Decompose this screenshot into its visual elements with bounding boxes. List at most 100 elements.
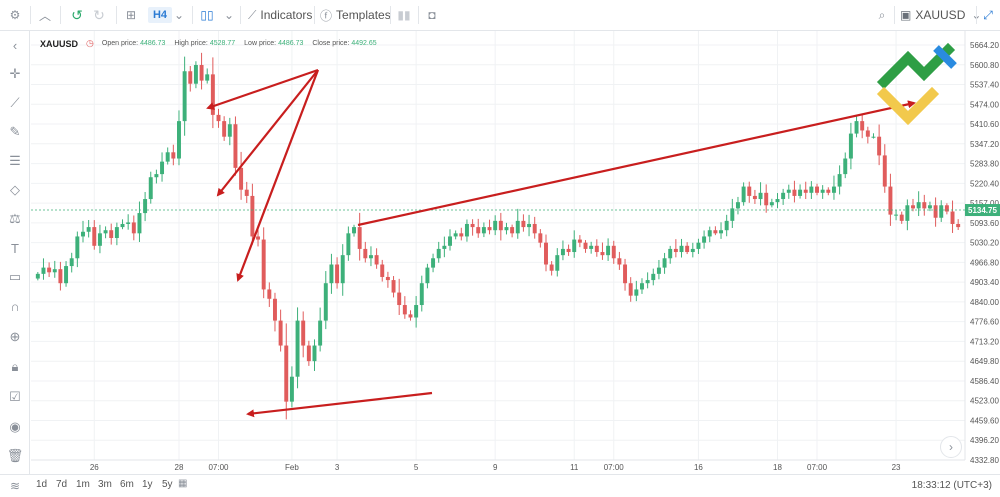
volume-icon[interactable]: ▮▮ [397,8,411,22]
time-tick-label: Feb [285,463,299,472]
lock-icon[interactable]: 🔒︎ [11,359,19,374]
candle [860,114,865,139]
time-tick-label: 23 [892,463,901,472]
candle [35,272,40,281]
candle [583,240,588,253]
candle-body [408,314,413,318]
candle-type-icon[interactable]: ▯▯ [200,8,214,22]
price-tick-label: 4840.00 [970,298,999,307]
candle-body [792,189,797,196]
candle-body [815,186,819,193]
candle [143,192,148,222]
candle [696,238,701,254]
candle [160,152,165,182]
candle [843,152,848,179]
chevron-up-icon[interactable]: ︿ [38,8,51,23]
range-1y[interactable]: 1y [142,479,153,490]
close-value: 4492.65 [351,40,377,47]
chevron-left-icon[interactable]: ‹ [12,37,18,53]
candle [244,181,249,203]
candle-body [177,121,181,159]
price-tick-label: 5030.20 [970,239,999,248]
candle-body [803,189,808,193]
candle [538,229,543,248]
candle [747,181,752,203]
price-tick-label: 5410.60 [970,120,999,129]
candle [679,238,684,258]
fibonacci-icon[interactable]: ☰ [9,153,21,168]
zoom-icon[interactable]: ⊕ [9,329,21,344]
candle-body [193,65,198,84]
crosshair-icon[interactable]: ✛ [9,66,21,81]
time-axis[interactable]: 26 28 07:00 Feb 3 5 9 11 07:00 16 18 07:00 23 [31,459,965,472]
brand-logo [876,42,957,126]
edit-icon[interactable]: ☑ [9,389,21,404]
range-5y[interactable]: 5y [162,479,173,490]
candle-body [352,227,356,234]
candle-body [380,264,385,277]
fullscreen-icon[interactable]: ⤢ [983,7,993,22]
polygon-icon[interactable]: ◇ [10,182,20,197]
timeframe-selector[interactable]: H4 [147,4,173,26]
magnet-icon[interactable]: ∩ [10,298,20,314]
candle-body [81,231,85,237]
candle-body [735,202,740,209]
candle [216,108,221,128]
indicators-button[interactable]: ⟋ Indicators [248,4,312,26]
candle [69,252,74,273]
search-icon[interactable]: ⌕ [878,7,886,22]
price-tick-label: 5157.00 [970,199,999,208]
save-symbol-button[interactable]: ▣ XAUUSD ⌄ [900,4,981,26]
camera-icon[interactable]: ◘ [428,8,436,22]
price-tick-label: 4966.80 [970,258,999,267]
redo-icon[interactable]: ↻ [93,6,105,23]
range-3m[interactable]: 3m [98,479,112,490]
add-chart-icon[interactable]: ⊞ [125,8,137,22]
undo-icon[interactable]: ↺ [71,6,83,23]
chart-type-chevron-down-icon[interactable]: ⌄ [223,8,235,22]
candle-body [385,276,390,281]
scroll-right-button[interactable]: › [940,436,962,458]
range-1m[interactable]: 1m [76,479,90,490]
candle [182,56,187,136]
candle-body [318,320,323,346]
candle-body [295,320,300,377]
candle [272,292,277,332]
annotation-arrow [236,69,320,282]
candle-body [685,245,690,253]
ruler-icon[interactable]: ▭ [8,269,22,284]
candle [826,187,831,196]
templates-button[interactable]: ⓕ Templates [320,4,391,26]
candle [171,144,176,166]
trash-icon[interactable]: 🗑︎ [6,448,24,463]
price-axis[interactable]: 5664.20 5600.80 5537.40 5474.00 5410.60 5347.… [964,31,999,465]
candle-body [205,74,210,81]
timeframe-chevron-down-icon[interactable]: ⌄ [173,8,185,22]
text-icon[interactable]: T [11,240,19,256]
time-tick-label: 18 [773,463,782,472]
candle [448,229,452,251]
calendar-icon[interactable]: ▦ [178,478,188,489]
candle [899,211,904,224]
layers-icon[interactable]: ≋ [9,479,21,493]
candle [188,66,193,92]
candle-body [577,239,582,243]
arrow-annotations[interactable] [206,68,916,418]
pencil-icon[interactable]: ✎ [9,124,21,139]
range-1d[interactable]: 1d [36,479,48,490]
candle [668,245,673,264]
candle-body [329,264,334,284]
price-tick-label: 5347.20 [970,140,999,149]
trend-line-icon[interactable]: ⟋ [10,95,20,110]
candle-body [346,233,351,256]
measure-icon[interactable]: ⚖ [9,211,21,226]
candle-body [340,255,345,284]
candle-body [623,264,628,284]
time-tick-label: 16 [694,463,703,472]
range-6m[interactable]: 6m [120,479,134,490]
range-7d[interactable]: 7d [56,479,68,490]
candle-body [600,252,605,256]
eye-icon[interactable]: ◉ [9,419,21,434]
settings-icon[interactable]: ⚙ [9,8,21,22]
